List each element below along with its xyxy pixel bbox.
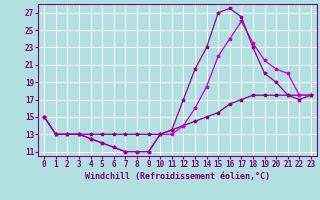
X-axis label: Windchill (Refroidissement éolien,°C): Windchill (Refroidissement éolien,°C) [85, 172, 270, 181]
